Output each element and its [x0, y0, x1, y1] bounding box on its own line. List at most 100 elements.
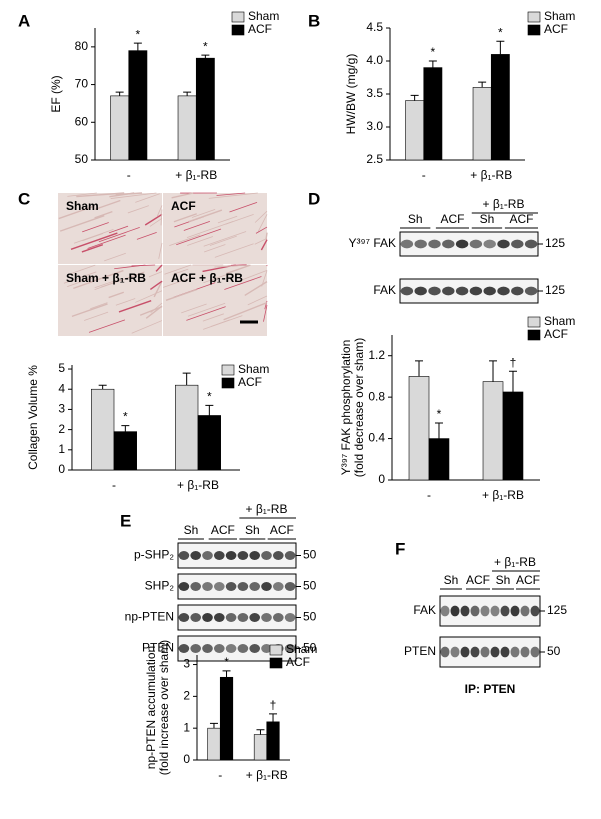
blot-band: [225, 582, 237, 591]
tissue-fiber: [150, 302, 163, 314]
blot-band: [483, 239, 496, 249]
tissue-fiber: [164, 264, 192, 275]
blot-band: [225, 644, 237, 653]
blot-band: [190, 644, 202, 653]
legend-label: ACF: [544, 22, 568, 36]
error-bar: [508, 370, 517, 392]
tissue-fiber: [67, 275, 98, 288]
blot-band: [450, 646, 460, 658]
y-axis-label: Y³⁹⁷ FAK phosphorylation: [339, 340, 353, 476]
tissue-fiber: [76, 192, 125, 198]
tissue-fiber: [89, 269, 124, 283]
bar: [110, 95, 130, 161]
y-axis-label: (fold decrease over sham): [352, 338, 366, 477]
bar: [253, 734, 268, 761]
blot-band: [190, 582, 202, 591]
tissue-fiber: [187, 302, 226, 317]
legend-swatch: [527, 316, 541, 328]
tissue-fiber: [191, 209, 216, 218]
lane-label: ACF: [211, 523, 235, 537]
blot-group: + β₁-RB: [494, 555, 536, 569]
blot-band: [460, 605, 470, 617]
tissue-fiber: [223, 301, 268, 321]
blot-band: [510, 605, 520, 617]
legend-swatch: [221, 377, 235, 389]
blot-band: [520, 646, 530, 658]
tissue-fiber: [63, 271, 97, 284]
significance-mark: *: [224, 655, 229, 669]
histology-label: Sham: [66, 199, 99, 213]
blot-band: [455, 239, 469, 249]
bar: [175, 384, 199, 471]
y-tick-label: 3: [58, 402, 65, 416]
tissue-fiber: [82, 233, 104, 242]
error-bar: [133, 42, 142, 51]
tissue-fiber: [108, 291, 125, 299]
tissue-fiber: [88, 319, 126, 333]
lane-label: ACF: [509, 212, 533, 226]
blot-caption: IP: PTEN: [465, 682, 516, 696]
marker-label: 50: [303, 641, 317, 655]
x-tick-label: -: [127, 168, 131, 182]
row-label: SHP₂: [145, 579, 175, 593]
blot-band: [225, 613, 237, 622]
tissue-fiber: [94, 210, 113, 219]
bar: [128, 50, 148, 161]
legend-swatch: [527, 329, 541, 341]
row-label: FAK: [413, 603, 436, 617]
tissue-fiber: [104, 252, 126, 262]
x-tick-label: + β₁-RB: [246, 768, 288, 782]
tissue-fiber: [156, 205, 163, 217]
legend-swatch: [231, 24, 245, 36]
blot-band: [284, 644, 296, 653]
y-tick-label: 0.4: [368, 431, 385, 445]
blot-band: [414, 239, 427, 249]
blot-band: [202, 582, 213, 591]
error-bar: [201, 54, 210, 59]
tissue-fiber: [148, 271, 163, 278]
blot-band: [249, 613, 261, 622]
y-tick-label: 1: [183, 720, 190, 734]
blot-band: [272, 551, 284, 560]
marker-label: 50: [303, 579, 317, 593]
bar: [113, 431, 137, 471]
x-tick-label: + β₁-RB: [177, 478, 219, 492]
error-bar: [478, 81, 487, 88]
x-tick-label: -: [112, 478, 116, 492]
legend-label: Sham: [544, 314, 575, 328]
blot-band: [442, 286, 455, 296]
blot-band: [530, 605, 540, 617]
row-label: PTEN: [404, 644, 436, 658]
legend-label: Sham: [286, 642, 317, 656]
tissue-fiber: [155, 264, 163, 272]
tissue-fiber: [169, 234, 201, 247]
tissue-fiber: [136, 232, 157, 240]
bar: [423, 67, 443, 161]
error-bar: [183, 91, 192, 96]
tissue-fiber: [71, 303, 108, 318]
x-tick-label: + β₁-RB: [175, 168, 217, 182]
histology-label: ACF: [171, 199, 196, 213]
lane-label: Sh: [496, 573, 511, 587]
marker-label: 50: [303, 548, 317, 562]
blot-band: [469, 239, 483, 249]
bar: [195, 57, 215, 161]
blot-band: [520, 605, 530, 617]
tissue-fiber: [173, 213, 197, 223]
tissue-fiber: [229, 201, 258, 213]
tissue-fiber: [160, 209, 163, 226]
legend-label: ACF: [286, 655, 310, 669]
legend-swatch: [527, 24, 541, 36]
lane-label: Sh: [444, 573, 459, 587]
tissue-fiber: [90, 302, 108, 310]
tissue-fiber: [108, 225, 129, 234]
significance-mark: *: [136, 27, 141, 41]
tissue-fiber: [183, 220, 210, 231]
row-label: np-PTEN: [125, 610, 174, 624]
tissue-fiber: [181, 303, 207, 314]
lane-label: Sh: [408, 212, 423, 226]
error-bar: [98, 384, 107, 390]
blot-band: [237, 613, 249, 622]
y-tick-label: 1: [58, 442, 65, 456]
y-tick-label: 70: [75, 77, 89, 91]
